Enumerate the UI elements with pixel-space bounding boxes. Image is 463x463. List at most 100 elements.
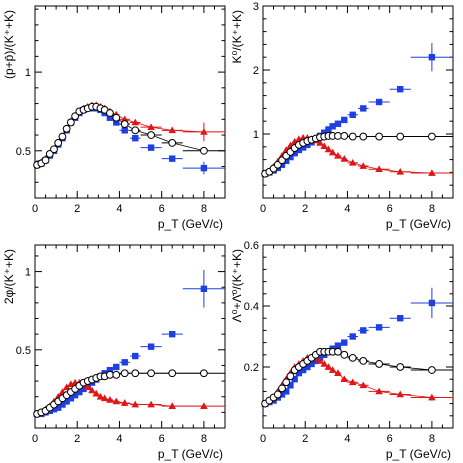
series-line xyxy=(264,357,432,404)
data-point-square xyxy=(200,164,208,172)
data-point-triangle xyxy=(375,387,383,395)
data-point-circle xyxy=(359,357,368,365)
data-point-circle xyxy=(131,126,140,135)
data-point-triangle xyxy=(131,400,140,408)
data-point-square xyxy=(304,363,311,371)
y-tick-label: 1 xyxy=(25,67,31,79)
y-tick-label: 2 xyxy=(253,65,259,77)
data-point-circle xyxy=(131,369,140,378)
data-point-square xyxy=(308,360,315,368)
data-point-triangle xyxy=(92,389,101,397)
data-point-circle xyxy=(427,366,436,374)
data-point-triangle xyxy=(320,142,329,150)
data-point-circle xyxy=(168,369,177,378)
data-point-square xyxy=(299,366,307,374)
x-tick-label: 0 xyxy=(260,203,266,215)
data-point-square xyxy=(121,127,128,134)
data-point-triangle xyxy=(334,369,342,376)
plot-frame xyxy=(34,5,226,199)
y-axis-label: (p+p̄)/(K⁺+K) xyxy=(2,10,16,79)
data-point-circle xyxy=(62,124,71,133)
data-point-circle xyxy=(278,384,286,393)
data-point-square xyxy=(312,357,319,365)
data-point-triangle xyxy=(334,151,342,159)
y-tick-label: 0.5 xyxy=(16,345,31,357)
data-point-triangle xyxy=(120,115,129,123)
data-point-circle xyxy=(375,360,384,368)
x-axis-label: p_T (GeV/c) xyxy=(158,217,223,231)
data-point-square xyxy=(59,401,66,408)
y-tick-label: 3 xyxy=(253,1,259,13)
data-point-square xyxy=(349,111,356,118)
data-point-square xyxy=(113,119,120,126)
x-axis-label: p_T (GeV/c) xyxy=(386,447,451,461)
data-point-circle xyxy=(286,372,295,381)
panel-proton-ratio: 0 2 4 6 8 0.5 1 p_T (GeV/c) (p+p̄)/(K⁺+K) xyxy=(2,5,226,231)
data-point-circle xyxy=(147,131,156,139)
data-point-square xyxy=(132,352,139,360)
data-point-square xyxy=(291,150,298,157)
data-point-square xyxy=(397,86,404,93)
data-point-triangle xyxy=(340,375,349,383)
data-point-triangle xyxy=(340,155,349,162)
data-point-circle xyxy=(120,369,129,378)
x-tick-label: 0 xyxy=(260,433,266,445)
data-point-triangle xyxy=(96,392,105,400)
plot-frame xyxy=(262,5,454,199)
panel-k0-ratio: 0 2 4 6 8 1 2 3 p_T (GeV/c) K⁰/(K⁺+K) xyxy=(230,1,454,231)
data-point-triangle xyxy=(320,360,329,367)
data-point-triangle xyxy=(168,402,177,409)
data-point-triangle xyxy=(200,128,208,135)
data-point-square xyxy=(334,342,342,349)
x-tick-label: 4 xyxy=(344,433,350,445)
data-point-triangle xyxy=(428,169,436,176)
data-point-square xyxy=(76,388,83,396)
data-point-square xyxy=(106,366,114,374)
x-axis-label: p_T (GeV/c) xyxy=(386,217,451,231)
series-open-circle xyxy=(33,102,225,169)
x-tick-label: 8 xyxy=(201,203,207,215)
data-point-circle xyxy=(348,132,357,141)
data-point-circle xyxy=(427,132,436,141)
y-axis-label: K⁰/(K⁺+K) xyxy=(230,10,244,64)
data-point-square xyxy=(334,120,342,127)
data-point-square xyxy=(341,116,348,124)
data-point-square xyxy=(80,385,87,393)
data-point-circle xyxy=(66,118,75,127)
data-point-square xyxy=(360,327,367,334)
data-point-square xyxy=(295,146,303,154)
series-blue-square xyxy=(261,287,453,407)
x-tick-label: 2 xyxy=(302,433,308,445)
x-tick-label: 6 xyxy=(387,203,393,215)
x-tick-label: 8 xyxy=(429,433,435,445)
data-point-triangle xyxy=(83,383,92,391)
data-point-triangle xyxy=(120,399,129,406)
data-point-triangle xyxy=(375,165,383,173)
data-point-square xyxy=(283,388,290,395)
data-point-square xyxy=(169,330,176,338)
data-point-square xyxy=(50,406,58,413)
data-point-triangle xyxy=(348,378,357,386)
data-point-circle xyxy=(348,353,357,362)
data-point-circle xyxy=(334,132,342,140)
data-point-circle xyxy=(282,378,291,387)
data-point-square xyxy=(428,54,436,61)
data-point-circle xyxy=(340,350,349,359)
data-point-square xyxy=(329,123,336,130)
data-point-square xyxy=(325,126,332,133)
data-point-triangle xyxy=(348,159,357,166)
data-point-triangle xyxy=(200,402,208,409)
data-point-square xyxy=(428,299,436,307)
data-point-square xyxy=(287,382,294,389)
y-tick-label: 0.4 xyxy=(244,301,259,313)
data-point-square xyxy=(375,324,383,331)
data-point-square xyxy=(360,105,367,112)
x-tick-label: 6 xyxy=(159,203,165,215)
data-point-square xyxy=(278,161,286,168)
data-point-square xyxy=(291,376,298,383)
data-point-square xyxy=(397,315,404,322)
data-point-triangle xyxy=(112,397,121,405)
data-point-circle xyxy=(199,369,208,378)
data-point-triangle xyxy=(396,390,405,398)
data-point-square xyxy=(63,398,70,405)
